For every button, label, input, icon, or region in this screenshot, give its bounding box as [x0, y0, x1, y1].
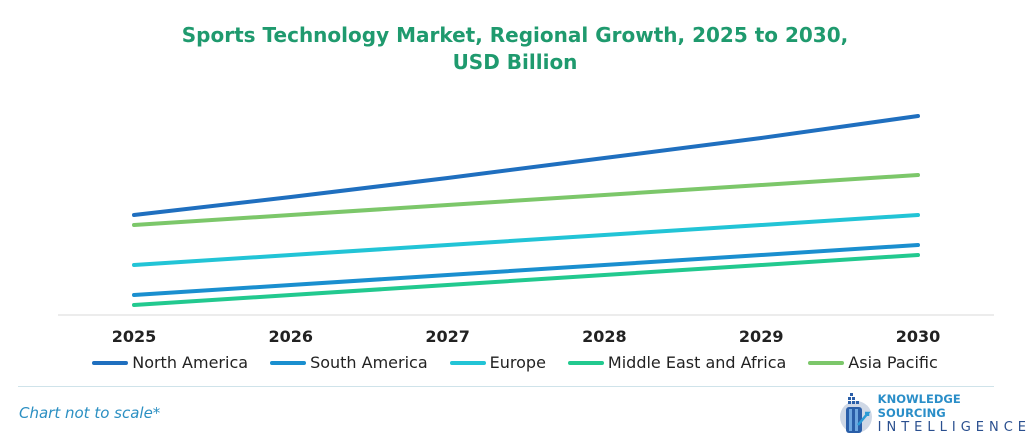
- x-tick-label: 2027: [425, 327, 470, 346]
- divider: [18, 386, 994, 387]
- x-tick-label: 2029: [739, 327, 784, 346]
- legend-item: Asia Pacific: [808, 353, 938, 372]
- logo-icon: [840, 392, 872, 433]
- chart-title: Sports Technology Market, Regional Growt…: [0, 22, 1030, 76]
- series-line-europe: [132, 213, 920, 267]
- logo-text-2: INTELLIGENCE: [877, 420, 1030, 435]
- legend-label: North America: [132, 353, 249, 372]
- legend-swatch: [808, 360, 845, 365]
- logo-text-1: KNOWLEDGE SOURCING: [877, 392, 961, 420]
- legend-swatch: [270, 360, 307, 365]
- legend-item: Europe: [449, 353, 546, 372]
- legend-label: Asia Pacific: [848, 353, 938, 372]
- x-tick-label: 2028: [582, 327, 627, 346]
- legend-label: Europe: [489, 353, 546, 372]
- footnote: Chart not to scale*: [19, 404, 161, 422]
- legend-swatch: [567, 360, 604, 365]
- logo: KNOWLEDGE SOURCING INTELLIGENCE: [838, 392, 1030, 435]
- title-line-1: Sports Technology Market, Regional Growt…: [181, 23, 849, 47]
- series-line-north-america: [132, 114, 920, 217]
- x-tick-label: 2026: [269, 327, 314, 346]
- legend: North America South America Europe Middle E…: [0, 353, 1030, 372]
- legend-label: South America: [310, 353, 428, 372]
- title-line-2: USD Billion: [452, 50, 578, 74]
- legend-swatch: [449, 360, 486, 365]
- x-tick-label: 2030: [896, 327, 941, 346]
- series-line-asia-pacific: [132, 173, 920, 227]
- legend-item: South America: [270, 353, 428, 372]
- series-line-middle-east-and-africa: [132, 253, 920, 307]
- line-chart: 2025 2026 2027 2028 2029 2030: [58, 114, 994, 346]
- legend-item: Middle East and Africa: [567, 353, 787, 372]
- series-line-south-america: [132, 243, 920, 297]
- x-tick-label: 2025: [112, 327, 157, 346]
- legend-item: North America: [92, 353, 248, 372]
- legend-swatch: [92, 360, 129, 365]
- legend-label: Middle East and Africa: [607, 353, 787, 372]
